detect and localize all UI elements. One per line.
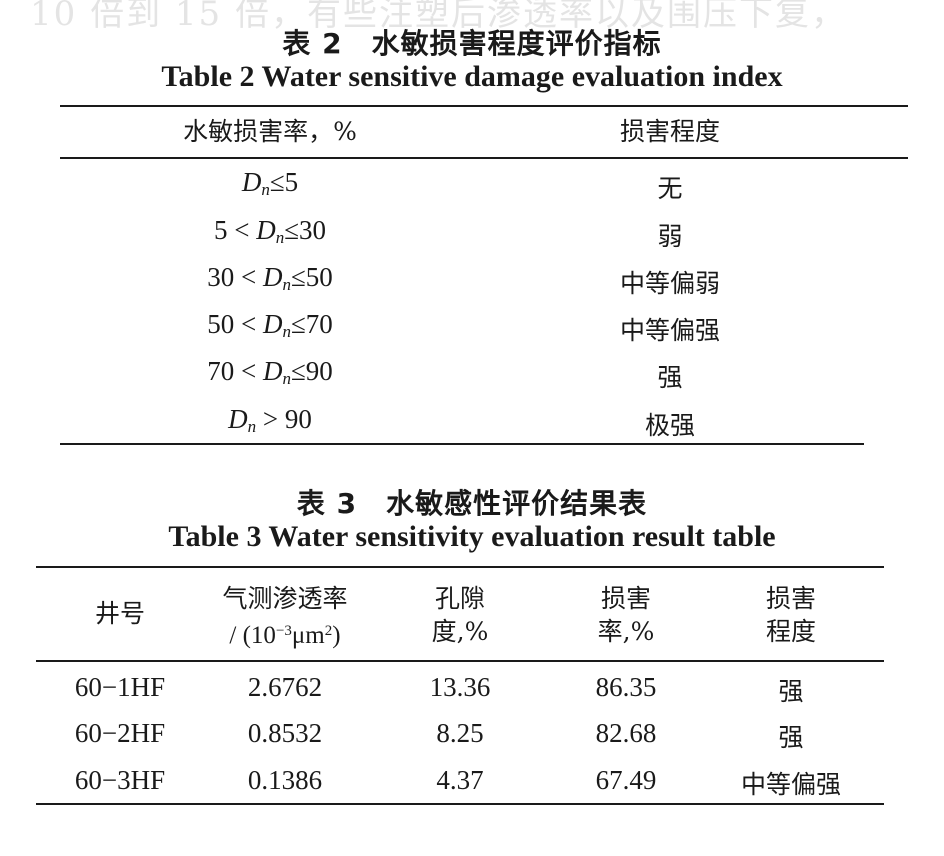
table2-row-4-rate: 50 < Dn≤70 — [207, 309, 333, 341]
table3-row-1-dmg: 86.35 — [595, 672, 657, 702]
table2-row-4-level: 中等偏强 — [619, 316, 720, 345]
table3-caption-cn: 表 3 水敏感性评价结果表 — [296, 487, 648, 520]
table2-mid-rule — [60, 157, 908, 159]
table2-row-3-rate: 30 < Dn≤50 — [207, 262, 333, 294]
table3-row-1-poro: 13.36 — [429, 672, 491, 702]
table3-row-1-deg: 强 — [778, 677, 804, 706]
table3-header-permeability-line1: 气测渗透率 — [222, 584, 348, 613]
table3-header-porosity: 孔隙 度,% — [431, 584, 489, 646]
table3-header-damage-degree: 损害 程度 — [765, 584, 816, 646]
ghost-text-above: 10 倍到 15 倍，有些注塑后渗透率以及围压下复， — [30, 0, 847, 34]
table3-bottom-rule — [36, 803, 884, 805]
table2-header-rate: 水敏损害率，% — [183, 117, 357, 146]
table2-row-1-level: 无 — [657, 174, 683, 203]
table2-row-2-level: 弱 — [657, 222, 683, 251]
table3-row-3-well: 60−3HF — [74, 765, 166, 795]
table3-header-permeability-line2: / (10−3μm2) — [229, 622, 341, 649]
table3-top-rule — [36, 566, 884, 568]
table3-mid-rule — [36, 660, 884, 662]
table3-row-2-deg: 强 — [778, 723, 804, 752]
table3-row-3-poro: 4.37 — [436, 765, 484, 795]
table3-caption-en: Table 3 Water sensitivity evaluation res… — [168, 520, 776, 553]
table3-row-3-deg: 中等偏强 — [740, 770, 841, 799]
table2-top-rule — [60, 105, 908, 107]
table2-caption-en: Table 2 Water sensitive damage evaluatio… — [161, 60, 783, 93]
table3-header-permeability: 气测渗透率 / (10−3μm2) — [190, 582, 380, 652]
table2-row-1-rate: Dn≤5 — [241, 167, 299, 199]
table3-row-2-well: 60−2HF — [74, 718, 166, 748]
table3-header-damage-rate: 损害 率,% — [597, 584, 655, 646]
table3-row-3-dmg: 67.49 — [595, 765, 657, 795]
table2-row-5-rate: 70 < Dn≤90 — [207, 356, 333, 388]
table3-header-well: 井号 — [94, 599, 145, 628]
table2-bottom-rule — [60, 443, 864, 445]
table2-caption-cn: 表 2 水敏损害程度评价指标 — [282, 27, 662, 60]
table2-row-2-rate: 5 < Dn≤30 — [213, 215, 327, 247]
table3-row-2-poro: 8.25 — [436, 718, 484, 748]
table3-row-3-perm: 0.1386 — [247, 765, 323, 795]
table2-row-6-rate: Dn > 90 — [228, 404, 312, 436]
table2-row-6-level: 极强 — [644, 411, 695, 440]
table2-row-5-level: 强 — [657, 363, 683, 392]
table3-row-2-dmg: 82.68 — [595, 718, 657, 748]
table3-row-1-well: 60−1HF — [74, 672, 166, 702]
table3-row-1-perm: 2.6762 — [247, 672, 323, 702]
table2-row-3-level: 中等偏弱 — [619, 269, 720, 298]
table3-row-2-perm: 0.8532 — [247, 718, 323, 748]
table2-header-degree: 损害程度 — [619, 117, 720, 146]
